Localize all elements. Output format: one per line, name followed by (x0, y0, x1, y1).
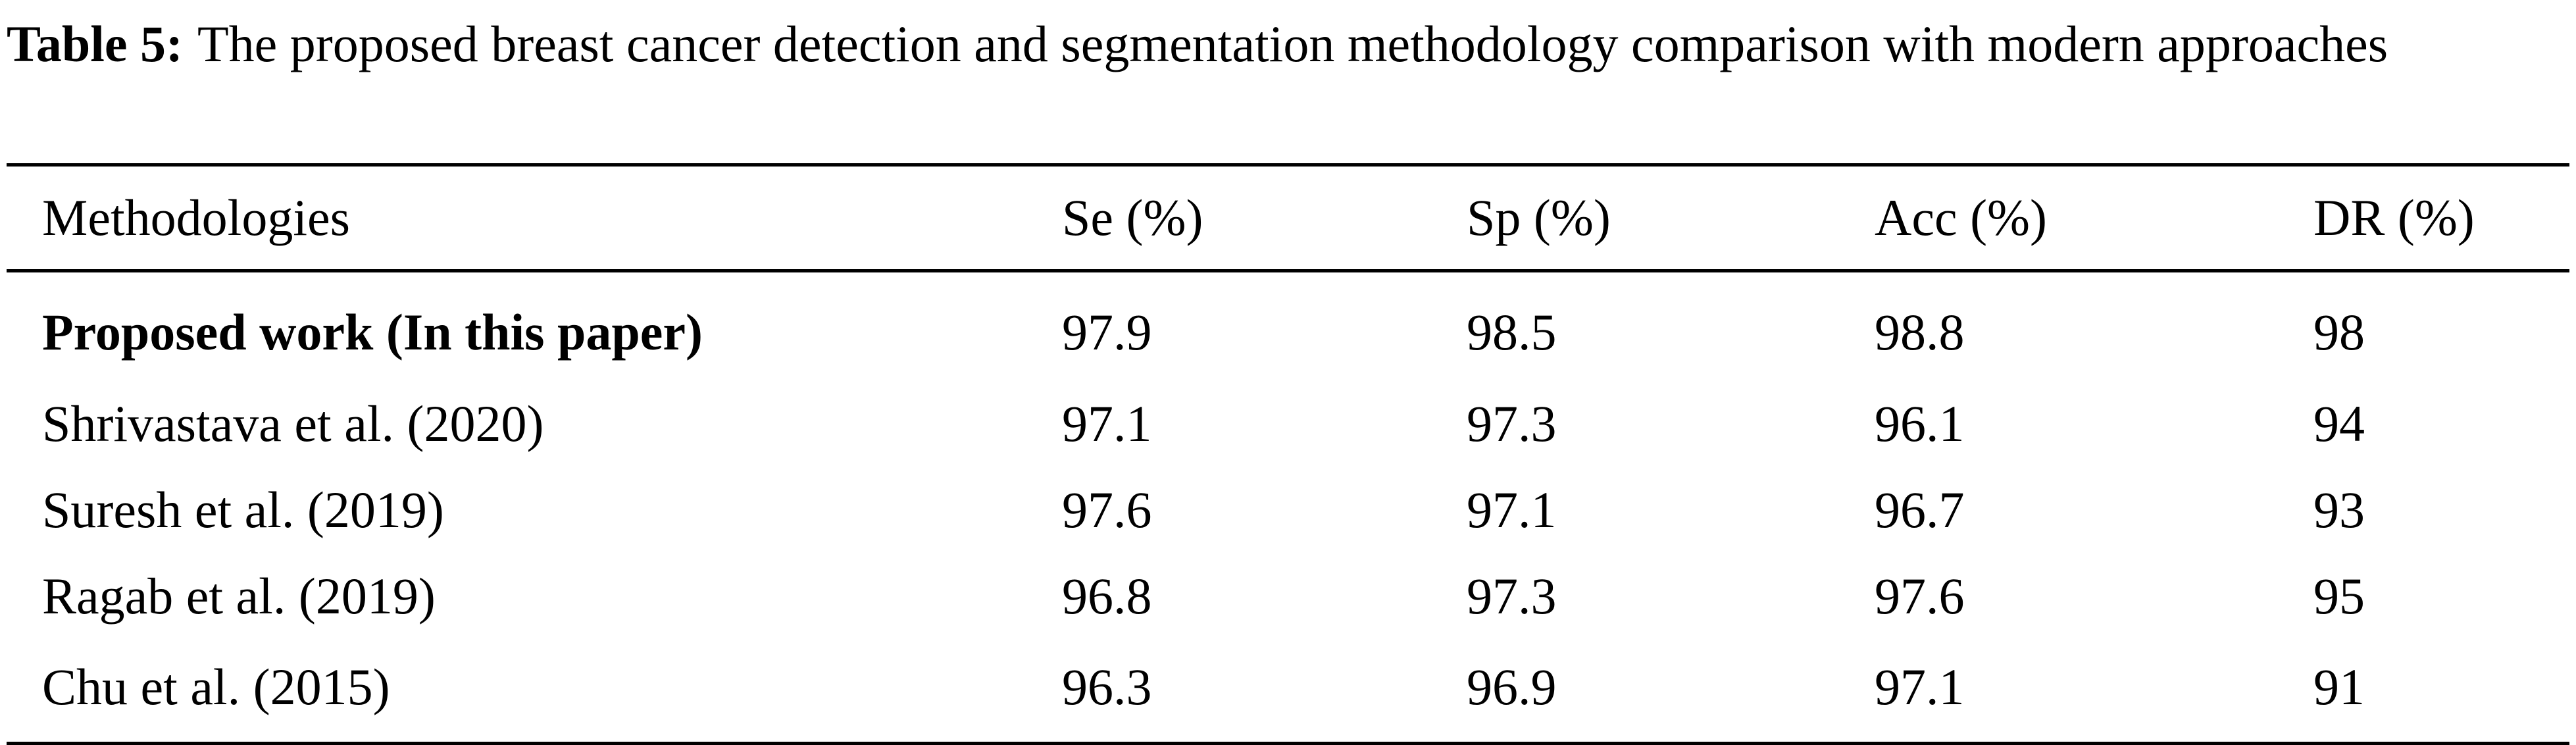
table-row: Proposed work (In this paper) 97.9 98.5 … (7, 271, 2569, 381)
table-body: Proposed work (In this paper) 97.9 98.5 … (7, 271, 2569, 744)
header-methodologies: Methodologies (42, 189, 350, 246)
cell-se: 96.8 (1062, 567, 1152, 625)
cell-sp: 97.3 (1467, 567, 1557, 625)
cell-dr: 95 (2313, 567, 2365, 625)
cell-acc: 97.1 (1875, 658, 1965, 715)
cell-dr: 91 (2313, 658, 2365, 715)
table-caption-label: Table 5: (7, 15, 184, 72)
cell-se: 97.1 (1062, 394, 1152, 452)
cell-acc: 96.7 (1875, 480, 1965, 538)
cell-methodology: Chu et al. (2015) (42, 658, 390, 715)
cell-dr: 98 (2313, 303, 2365, 361)
cell-acc: 98.8 (1875, 303, 1965, 361)
cell-sp: 97.3 (1467, 394, 1557, 452)
cell-dr: 94 (2313, 394, 2365, 452)
header-sp: Sp (%) (1467, 189, 1611, 246)
cell-methodology: Proposed work (In this paper) (42, 303, 703, 361)
table-row: Shrivastava et al. (2020) 97.1 97.3 96.1… (7, 380, 2569, 467)
table-row: Suresh et al. (2019) 97.6 97.1 96.7 93 (7, 467, 2569, 553)
table-caption-text: The proposed breast cancer detection and… (197, 15, 2388, 72)
comparison-table: Methodologies Se (%) Sp (%) Acc (%) DR (… (7, 163, 2569, 745)
table-caption: Table 5: The proposed breast cancer detec… (7, 8, 2569, 80)
cell-se: 97.6 (1062, 480, 1152, 538)
header-dr: DR (%) (2313, 189, 2475, 246)
table-header: Methodologies Se (%) Sp (%) Acc (%) DR (… (7, 165, 2569, 271)
header-se: Se (%) (1062, 189, 1203, 246)
cell-sp: 97.1 (1467, 480, 1557, 538)
cell-acc: 97.6 (1875, 567, 1965, 625)
cell-methodology: Ragab et al. (2019) (42, 567, 436, 625)
cell-se: 97.9 (1062, 303, 1152, 361)
cell-se: 96.3 (1062, 658, 1152, 715)
cell-methodology: Shrivastava et al. (2020) (42, 394, 544, 452)
cell-sp: 98.5 (1467, 303, 1557, 361)
cell-methodology: Suresh et al. (2019) (42, 480, 444, 538)
comparison-table-container: Methodologies Se (%) Sp (%) Acc (%) DR (… (7, 163, 2569, 745)
header-acc: Acc (%) (1875, 189, 2047, 246)
header-row: Methodologies Se (%) Sp (%) Acc (%) DR (… (7, 165, 2569, 271)
cell-dr: 93 (2313, 480, 2365, 538)
cell-sp: 96.9 (1467, 658, 1557, 715)
table-row: Ragab et al. (2019) 96.8 97.3 97.6 95 (7, 553, 2569, 639)
table-row: Chu et al. (2015) 96.3 96.9 97.1 91 (7, 639, 2569, 744)
cell-acc: 96.1 (1875, 394, 1965, 452)
